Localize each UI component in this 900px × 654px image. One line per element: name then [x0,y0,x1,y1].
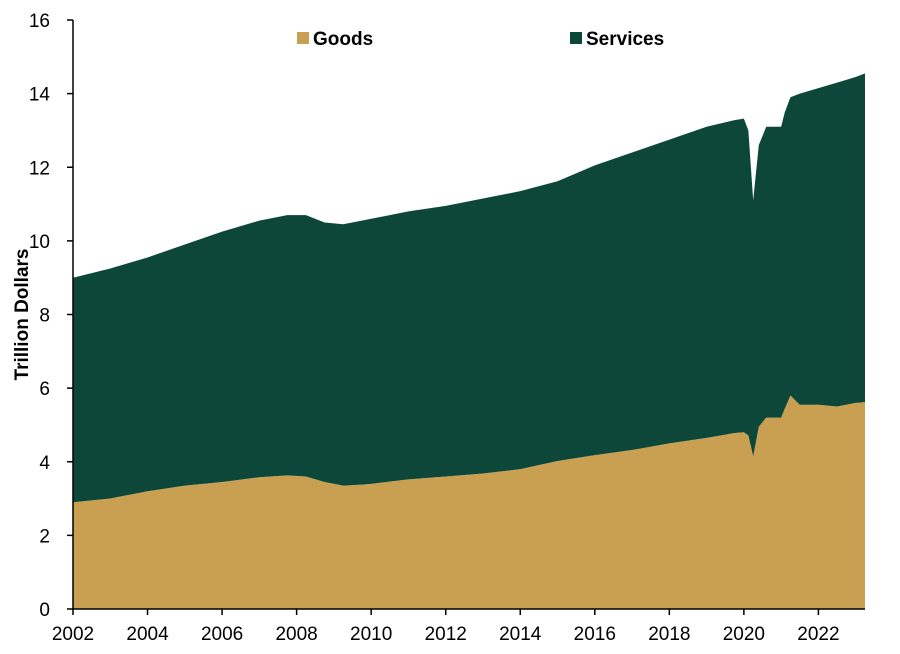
area-goods [73,395,865,609]
y-tick-label: 6 [39,379,50,400]
y-tick-label: 12 [29,158,50,179]
x-tick-label: 2010 [350,624,392,645]
x-axis-ticks: 2002 2004 2006 2008 2010 2012 2014 2016 2018 2020… [52,609,840,645]
x-tick-label: 2012 [425,624,467,645]
y-tick-label: 10 [29,232,50,253]
area-services [73,73,865,503]
legend-label-services: Services [586,29,664,50]
x-tick-label: 2018 [648,624,690,645]
y-tick-label: 8 [39,306,50,327]
x-tick-label: 2006 [201,624,243,645]
legend: Goods Services [297,29,664,50]
y-axis-ticks: 0 2 4 6 8 10 12 14 16 [29,11,73,621]
y-tick-label: 16 [29,11,50,32]
x-tick-label: 2004 [126,624,169,645]
plot-areas [73,73,865,609]
y-axis-title: Trillion Dollars [12,249,33,381]
x-tick-label: 2020 [723,624,765,645]
x-tick-label: 2014 [499,624,542,645]
x-tick-label: 2008 [275,624,317,645]
legend-swatch-services [570,32,582,44]
x-tick-label: 2022 [797,624,839,645]
legend-label-goods: Goods [313,29,373,50]
y-tick-label: 0 [39,600,50,621]
y-tick-label: 14 [29,85,51,106]
x-tick-label: 2002 [52,624,94,645]
y-tick-label: 4 [39,453,50,474]
y-tick-label: 2 [39,526,50,547]
x-tick-label: 2016 [574,624,616,645]
legend-swatch-goods [297,32,309,44]
